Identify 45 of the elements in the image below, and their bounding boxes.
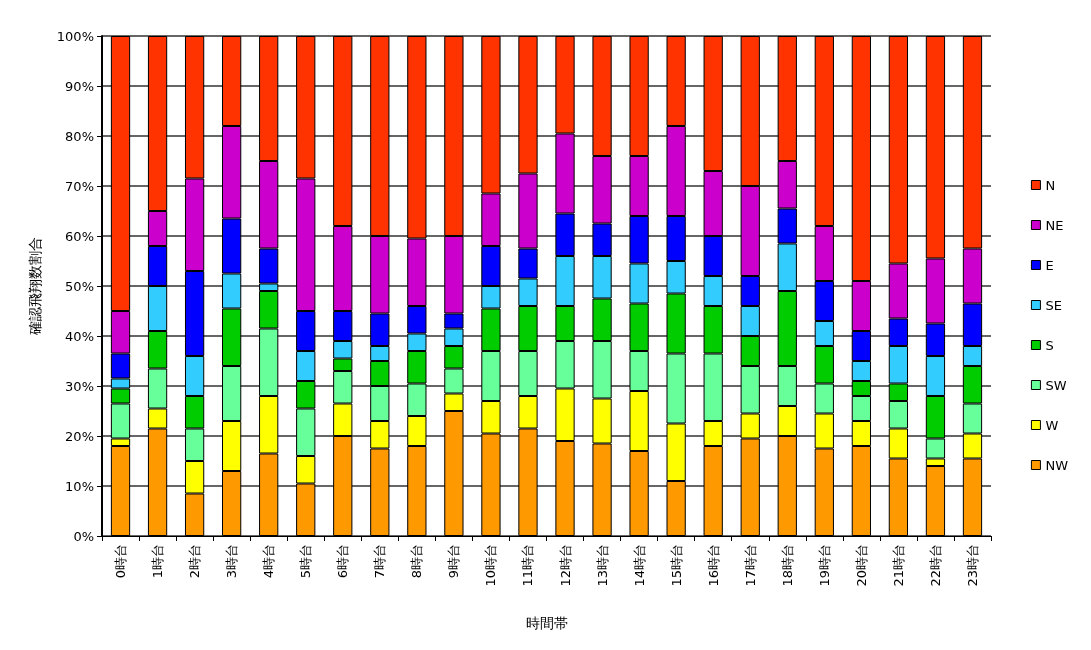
legend-label: SW [1045, 377, 1067, 393]
x-axis-title: 時間帯 [525, 615, 568, 631]
y-tick-label: 70% [65, 178, 94, 194]
x-tick-label: 6時台 [335, 544, 351, 579]
y-tick-label: 10% [65, 478, 94, 494]
x-tick-label: 15時台 [668, 544, 684, 587]
x-tick-label: 17時台 [742, 544, 758, 587]
x-tick-label: 1時台 [150, 544, 166, 579]
legend-label: S [1045, 337, 1054, 353]
y-tick-label: 80% [65, 128, 94, 144]
x-tick-label: 8時台 [409, 544, 425, 579]
y-tick-label: 30% [65, 378, 94, 394]
y-tick-label: 0% [73, 528, 94, 544]
x-tick-label: 12時台 [557, 544, 573, 587]
y-tick-label: 60% [65, 228, 94, 244]
x-tick-label: 9時台 [446, 544, 462, 579]
y-tick-label: 100% [56, 28, 94, 44]
x-tick-label: 18時台 [779, 544, 795, 587]
legend-label: W [1045, 417, 1059, 433]
x-tick-label: 16時台 [705, 544, 721, 587]
y-tick-label: 20% [65, 428, 94, 444]
legend-label: E [1045, 257, 1054, 273]
legend-label: N [1045, 177, 1056, 193]
y-tick-label: 50% [65, 278, 94, 294]
legend-label: SE [1045, 297, 1062, 313]
x-tick-label: 22時台 [927, 544, 943, 587]
y-tick-label: 90% [65, 78, 94, 94]
x-tick-label: 3時台 [224, 544, 240, 579]
x-tick-label: 2時台 [187, 544, 203, 579]
x-tick-label: 14時台 [631, 544, 647, 587]
x-tick-label: 20時台 [853, 544, 869, 587]
x-tick-label: 5時台 [298, 544, 314, 579]
y-axis-title: 確認飛翔数割合 [27, 237, 43, 336]
y-tick-label: 40% [65, 328, 94, 344]
x-tick-label: 4時台 [261, 544, 277, 579]
x-tick-label: 7時台 [372, 544, 388, 579]
x-tick-label: 23時台 [964, 544, 980, 587]
x-tick-label: 0時台 [113, 544, 129, 579]
legend-label: NE [1045, 217, 1064, 233]
x-tick-label: 19時台 [816, 544, 832, 587]
x-tick-label: 21時台 [890, 544, 906, 587]
legend-label: NW [1045, 457, 1069, 473]
x-tick-label: 11時台 [520, 544, 536, 587]
x-tick-label: 13時台 [594, 544, 610, 587]
x-tick-label: 10時台 [483, 544, 499, 587]
